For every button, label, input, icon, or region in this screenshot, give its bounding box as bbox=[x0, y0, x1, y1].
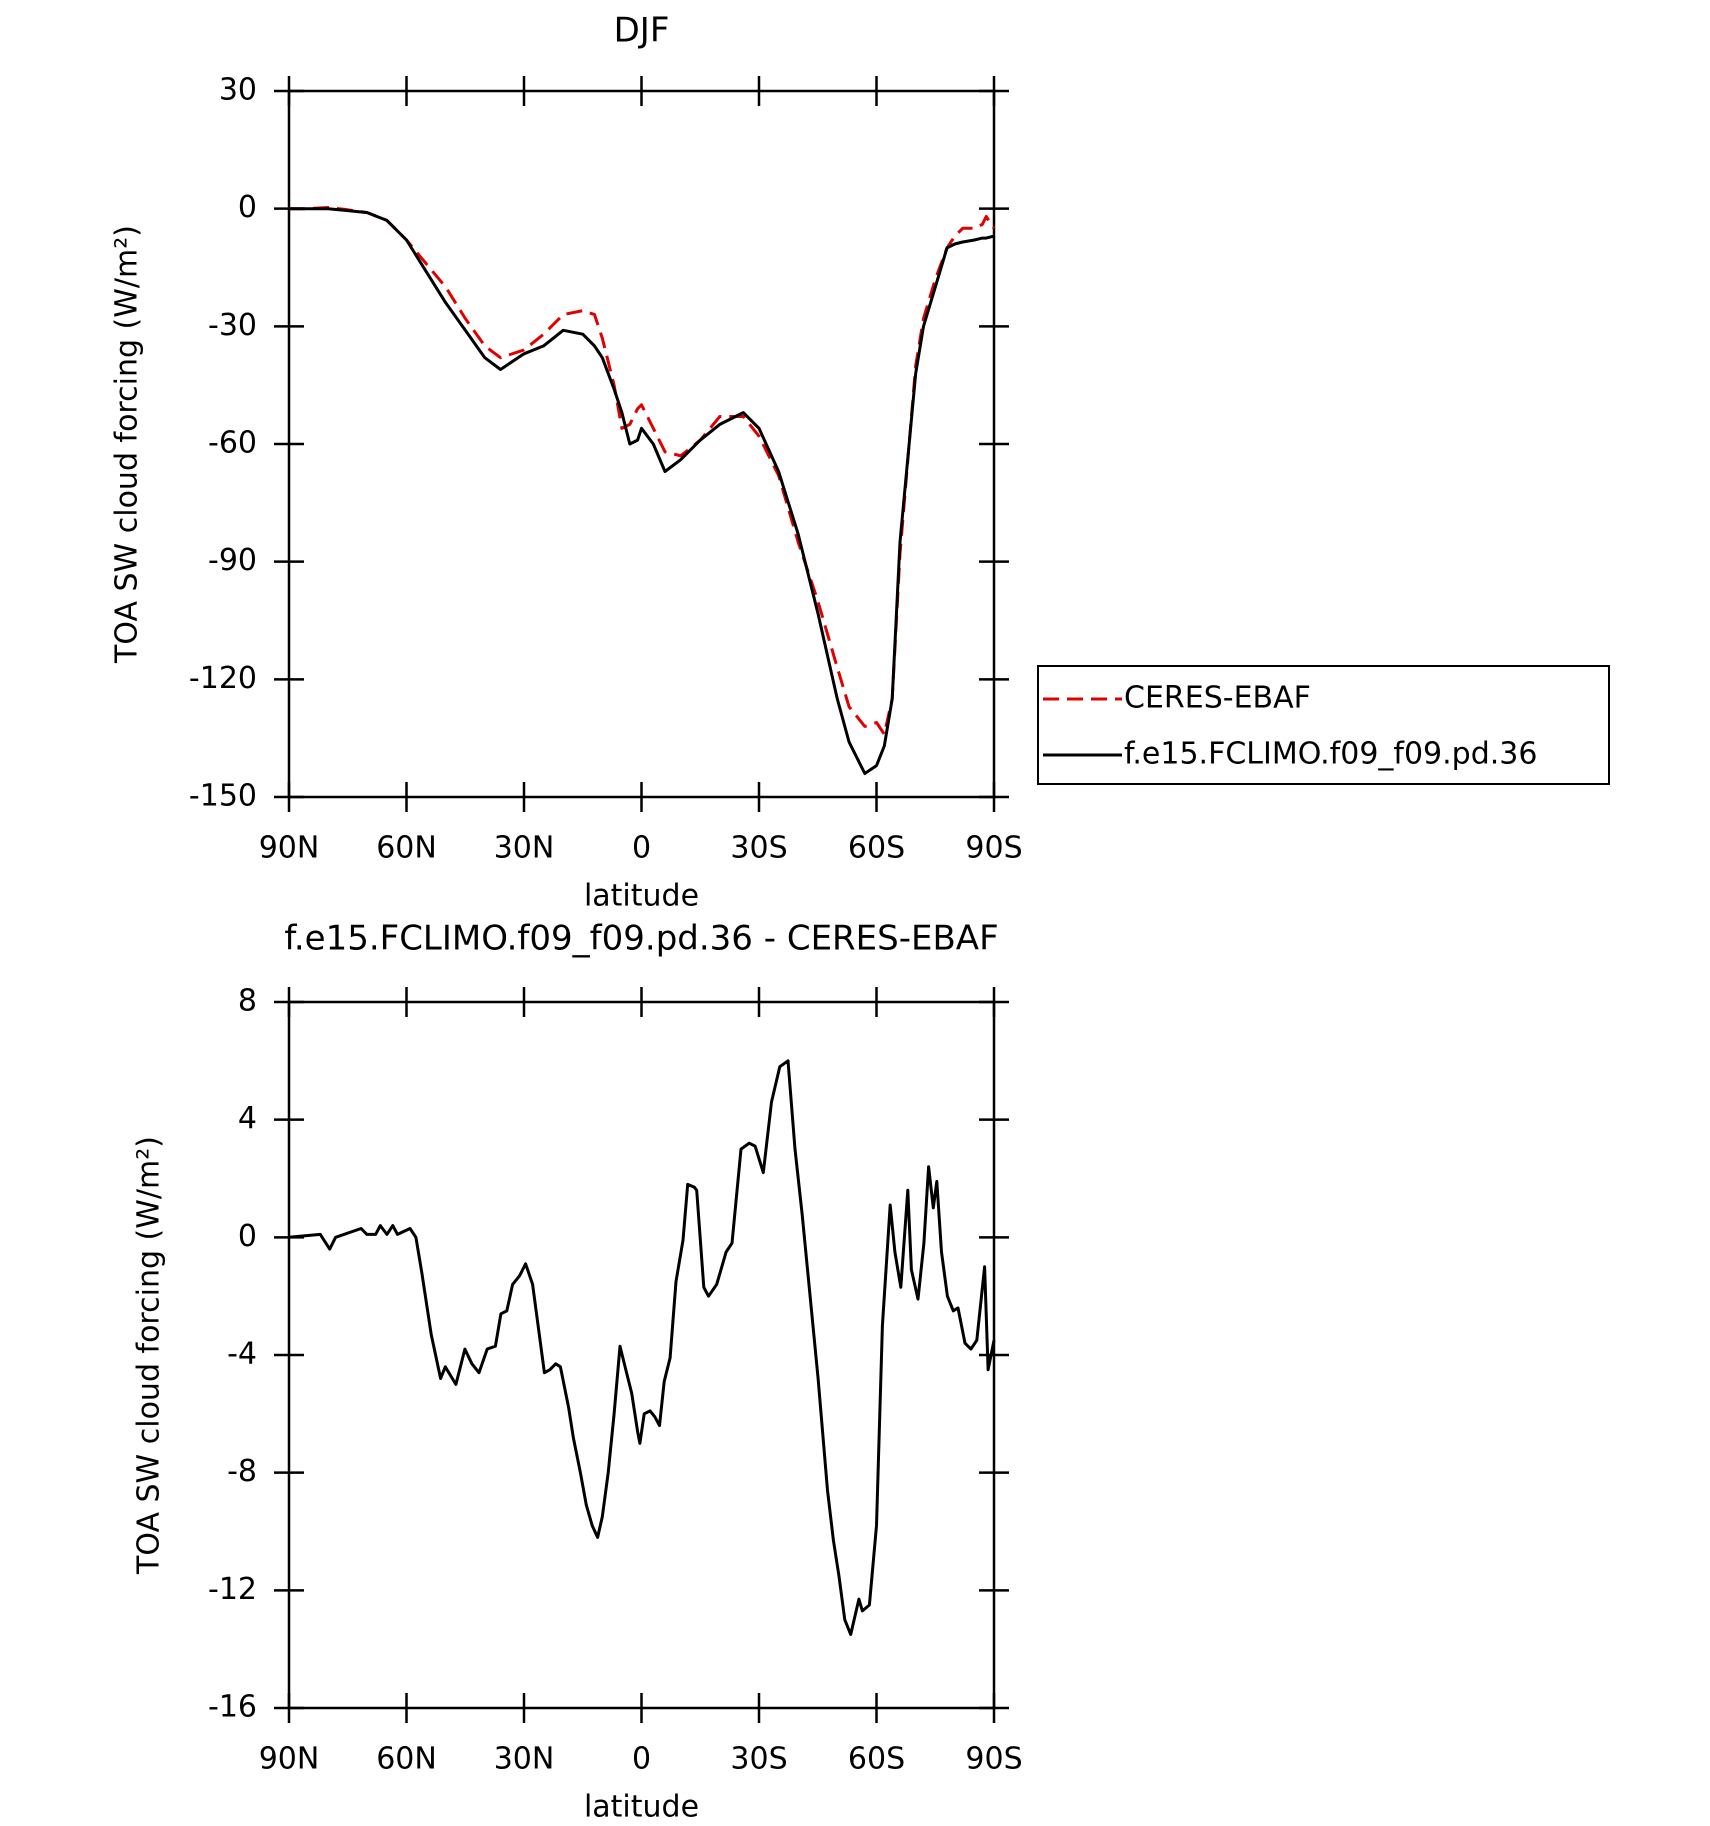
x-tick-label: 0 bbox=[632, 1742, 651, 1777]
x-tick-label: 90S bbox=[965, 1742, 1022, 1777]
y-tick-label: -8 bbox=[227, 1454, 257, 1489]
x-tick-label: 30S bbox=[730, 831, 787, 866]
legend-box bbox=[1037, 665, 1610, 785]
legend-label: CERES-EBAF bbox=[1124, 681, 1311, 716]
y-tick-label: -90 bbox=[208, 543, 257, 578]
x-tick-label: 60N bbox=[376, 831, 437, 866]
y-axis-label: TOA SW cloud forcing (W/m²) bbox=[110, 225, 145, 664]
x-tick-label: 0 bbox=[632, 831, 651, 866]
y-axis-label: TOA SW cloud forcing (W/m²) bbox=[132, 1136, 167, 1575]
y-tick-label: 30 bbox=[219, 73, 257, 108]
legend-label: f.e15.FCLIMO.f09_f09.pd.36 bbox=[1124, 737, 1537, 772]
x-tick-label: 90N bbox=[259, 831, 320, 866]
x-tick-label: 30N bbox=[494, 1742, 555, 1777]
data-line bbox=[289, 206, 996, 736]
data-line bbox=[289, 207, 995, 775]
x-axis-label: latitude bbox=[584, 1790, 699, 1823]
plot-frame bbox=[287, 1000, 996, 1710]
y-tick-label: -30 bbox=[208, 308, 257, 343]
y-tick-label: -16 bbox=[208, 1690, 257, 1725]
y-tick-label: -150 bbox=[189, 779, 257, 814]
x-tick-label: 60S bbox=[848, 1742, 905, 1777]
x-tick-label: 90S bbox=[965, 831, 1022, 866]
x-tick-label: 30N bbox=[494, 831, 555, 866]
y-tick-label: -12 bbox=[208, 1572, 257, 1607]
chart-title: DJF bbox=[614, 11, 670, 51]
x-tick-label: 30S bbox=[730, 1742, 787, 1777]
plot-frame bbox=[287, 89, 996, 799]
x-tick-label: 60S bbox=[848, 831, 905, 866]
x-tick-label: 60N bbox=[376, 1742, 437, 1777]
y-tick-label: -60 bbox=[208, 426, 257, 461]
data-line bbox=[288, 1059, 996, 1636]
y-tick-label: 0 bbox=[238, 1219, 257, 1254]
x-axis-label: latitude bbox=[584, 879, 699, 914]
y-tick-label: 4 bbox=[238, 1101, 257, 1136]
x-tick-label: 90N bbox=[259, 1742, 320, 1777]
y-tick-label: -120 bbox=[189, 661, 257, 696]
y-tick-label: 8 bbox=[238, 984, 257, 1019]
y-tick-label: -4 bbox=[227, 1337, 257, 1372]
chart-title: f.e15.FCLIMO.f09_f09.pd.36 - CERES-EBAF bbox=[284, 919, 998, 959]
y-tick-label: 0 bbox=[238, 190, 257, 225]
